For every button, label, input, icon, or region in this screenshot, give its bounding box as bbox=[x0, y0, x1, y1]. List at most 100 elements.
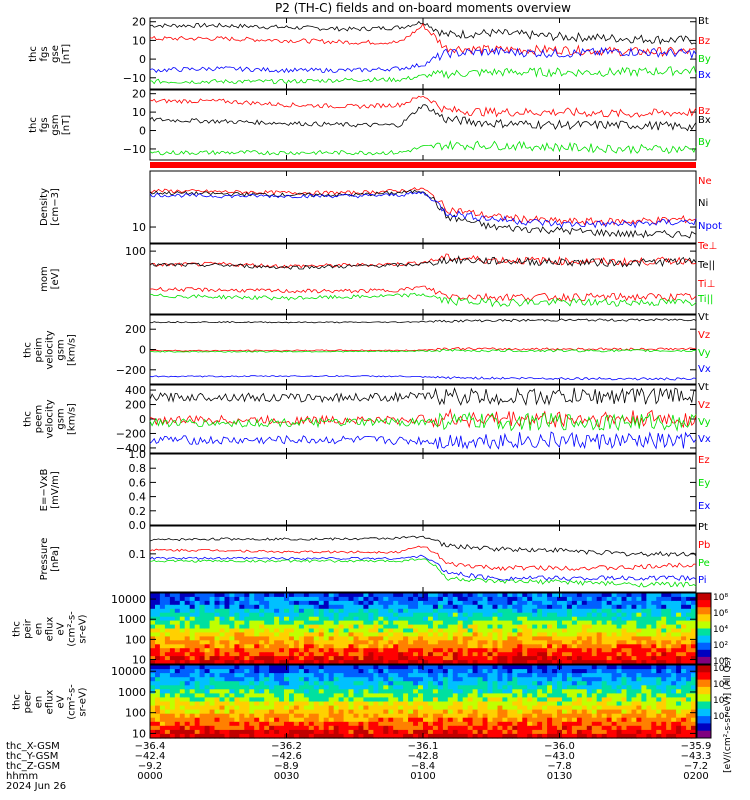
spectrogram-cell bbox=[581, 665, 588, 670]
spectrogram-cell bbox=[298, 644, 305, 649]
spectrogram-cell bbox=[368, 628, 374, 633]
spectrogram-cell bbox=[562, 669, 568, 674]
spectrogram-cell bbox=[666, 701, 672, 707]
spectrogram-cell bbox=[676, 697, 682, 703]
spectrogram-cell bbox=[378, 701, 384, 707]
spectrogram-cell bbox=[497, 733, 504, 739]
spectrogram-cell bbox=[358, 600, 365, 606]
spectrogram-cell bbox=[487, 628, 494, 633]
spectrogram-cell bbox=[403, 689, 409, 694]
spectrogram-cell bbox=[259, 608, 265, 614]
spectrogram-cell bbox=[249, 681, 255, 686]
spectrogram-cell bbox=[328, 620, 335, 626]
spectrogram-cell bbox=[581, 709, 588, 715]
spectrogram-cell bbox=[512, 632, 518, 637]
spectrogram-cell bbox=[472, 604, 479, 610]
spectrogram-cell bbox=[199, 677, 206, 682]
ylabel-temperature: mom [eV] bbox=[0, 244, 100, 314]
spectrogram-cell bbox=[159, 660, 166, 665]
spectrogram-cell bbox=[467, 600, 474, 606]
spectrogram-cell bbox=[631, 593, 638, 598]
spectrogram-cell bbox=[537, 725, 543, 731]
spectrogram-cell bbox=[562, 632, 568, 637]
spectrogram-cell bbox=[581, 624, 588, 630]
spectrogram-cell bbox=[591, 636, 598, 641]
spectrogram-cell bbox=[537, 721, 543, 727]
spectrogram-cell bbox=[651, 624, 657, 630]
spectrogram-cell bbox=[611, 593, 618, 598]
spectrogram-cell bbox=[164, 673, 171, 678]
spectrogram-cell bbox=[249, 600, 255, 606]
spectrogram-cell bbox=[616, 600, 623, 606]
spectrogram-cell bbox=[194, 628, 201, 633]
spectrogram-cell bbox=[661, 604, 667, 610]
spectrogram-cell bbox=[507, 628, 513, 633]
spectrogram-cell bbox=[621, 721, 628, 727]
spectrogram-cell bbox=[244, 620, 250, 626]
spectrogram-cell bbox=[328, 656, 335, 661]
spectrogram-cell bbox=[169, 596, 176, 602]
spectrogram-cell bbox=[274, 733, 280, 739]
spectrogram-cell bbox=[249, 693, 255, 699]
spectrogram-cell bbox=[452, 652, 459, 657]
legend-efield-1: Ey bbox=[698, 478, 711, 489]
spectrogram-cell bbox=[676, 685, 682, 690]
spectrogram-cell bbox=[383, 612, 389, 618]
spectrogram-cell bbox=[413, 721, 419, 727]
spectrogram-cell bbox=[656, 665, 662, 670]
spectrogram-cell bbox=[661, 673, 667, 678]
spectrogram-cell bbox=[298, 709, 305, 715]
spectrogram-cell bbox=[338, 644, 345, 649]
spectrogram-cell bbox=[686, 665, 692, 670]
spectrogram-cell bbox=[596, 600, 603, 606]
spectrogram-cell bbox=[179, 713, 186, 719]
spectrogram-cell bbox=[323, 640, 330, 645]
spectrogram-cell bbox=[581, 596, 588, 602]
spectrogram-cell bbox=[562, 612, 568, 618]
spectrogram-cell bbox=[566, 648, 573, 653]
spectrogram-cell bbox=[378, 600, 384, 606]
colorbar-swatch bbox=[697, 723, 711, 732]
spectrogram-cell bbox=[368, 717, 374, 723]
spectrogram-cell bbox=[368, 644, 374, 649]
spectrogram-cell bbox=[492, 669, 499, 674]
spectrogram-cell bbox=[606, 665, 613, 670]
spectrogram-cell bbox=[527, 652, 533, 657]
spectrogram-cell bbox=[457, 620, 464, 626]
spectrogram-cell bbox=[259, 612, 265, 618]
spectrogram-cell bbox=[482, 729, 489, 735]
spectrogram-cell bbox=[527, 669, 533, 674]
spectrogram-cell bbox=[373, 632, 379, 637]
spectrogram-cell bbox=[681, 701, 687, 707]
spectrogram-cell bbox=[229, 644, 235, 649]
spectrogram-cell bbox=[289, 677, 295, 682]
spectrogram-cell bbox=[308, 685, 315, 690]
spectrogram-cell bbox=[686, 717, 692, 723]
spectrogram-cell bbox=[626, 689, 633, 694]
spectrogram-cell bbox=[671, 725, 677, 731]
spectrogram-cell bbox=[413, 705, 419, 711]
ylabel-peim-velocity: thc peim velocity gsm [km/s] bbox=[0, 315, 100, 384]
spectrogram-cell bbox=[566, 624, 573, 630]
spectrogram-cell bbox=[656, 600, 662, 606]
ytick-label: 0 bbox=[139, 344, 146, 357]
spectrogram-cell bbox=[164, 648, 171, 653]
ytick-label: 100 bbox=[125, 633, 146, 646]
spectrogram-cell bbox=[169, 628, 176, 633]
spectrogram-cell bbox=[641, 733, 647, 739]
spectrogram-cell bbox=[388, 608, 394, 614]
spectrogram-cell bbox=[179, 660, 186, 665]
spectrogram-cell bbox=[562, 600, 568, 606]
spectrogram-cell bbox=[368, 685, 374, 690]
spectrogram-cell bbox=[447, 628, 454, 633]
spectrogram-cell bbox=[502, 632, 508, 637]
spectrogram-cell bbox=[537, 628, 543, 633]
spectrogram-cell bbox=[442, 608, 449, 614]
spectrogram-cell bbox=[442, 620, 449, 626]
spectrogram-cell bbox=[318, 620, 325, 626]
spectrogram-cell bbox=[671, 612, 677, 618]
spectrogram-cell bbox=[155, 593, 161, 598]
spectrogram-cell bbox=[209, 729, 216, 735]
spectrogram-cell bbox=[234, 648, 240, 653]
